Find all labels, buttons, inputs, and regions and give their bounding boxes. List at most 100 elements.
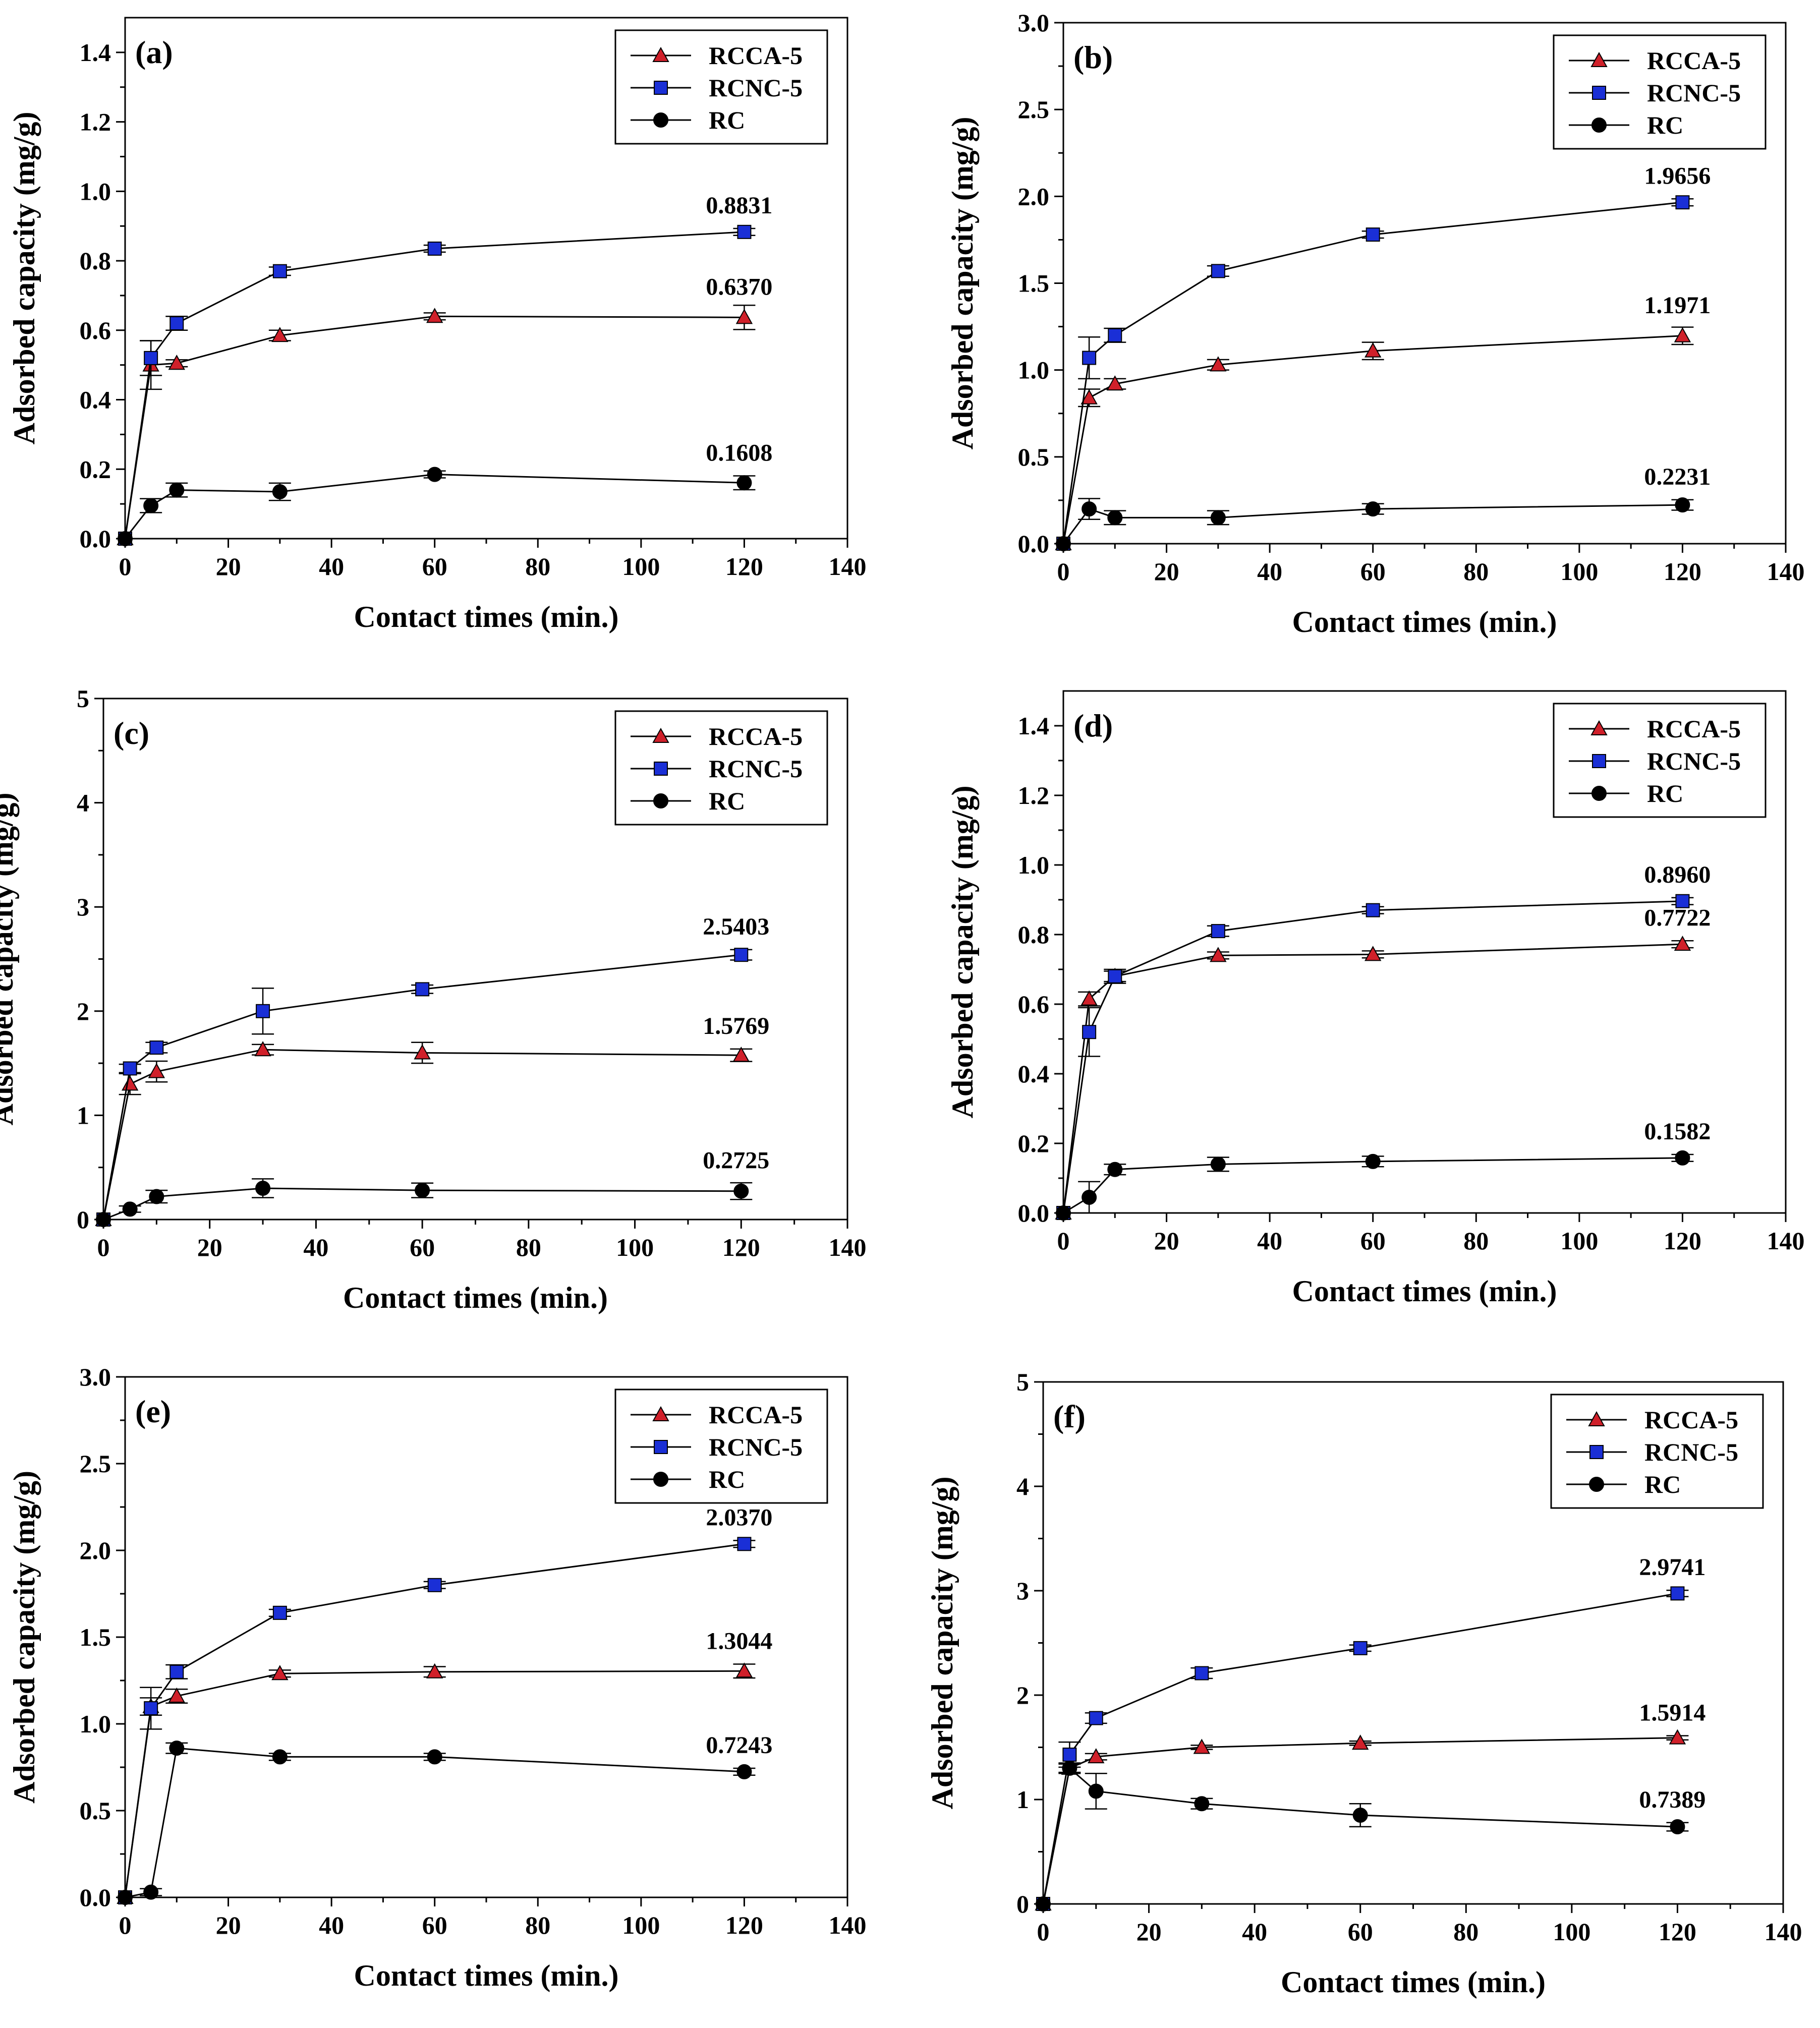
data-point <box>1675 894 1690 908</box>
series-line <box>1062 900 1683 1213</box>
x-tick-label: 120 <box>725 552 763 581</box>
y-tick-label: 1 <box>77 1101 89 1129</box>
data-point <box>427 241 442 256</box>
chart-panel-e: 0 20 40 60 80 100 120 140 0.0 0.5 1.0 1.5 2.0 2.5 3.0 C… <box>8 1363 867 1992</box>
legend-label: RCCA-5 <box>709 722 803 750</box>
data-point <box>1082 351 1097 365</box>
legend-marker <box>653 1472 668 1487</box>
legend-label: RCNC-5 <box>709 755 803 783</box>
chart-panel-c: 0 20 40 60 80 100 120 140 0 1 2 3 4 5 Contact times (m… <box>0 684 867 1314</box>
x-tick-label: 20 <box>216 552 241 581</box>
x-tick-label: 40 <box>319 1911 344 1939</box>
x-tick-label: 40 <box>1257 557 1282 586</box>
legend-label: RCCA-5 <box>1647 46 1741 75</box>
data-point <box>1366 903 1380 917</box>
legend: RCCA-5 RCNC-5 RC <box>614 1388 828 1504</box>
x-tick-label: 60 <box>422 1911 447 1939</box>
x-tick-label: 120 <box>1664 1227 1701 1255</box>
data-point <box>427 467 442 482</box>
series-rcca-5: 1.5914 <box>1035 1699 1705 1910</box>
y-tick-label: 0.6 <box>1018 990 1050 1018</box>
x-axis-label: Contact times (min.) <box>354 1959 619 1992</box>
data-point <box>1080 389 1098 404</box>
y-tick-label: 1.2 <box>80 108 111 136</box>
data-point <box>255 1181 271 1196</box>
data-label: 2.0370 <box>706 1504 772 1531</box>
series-rc: 0.7389 <box>1036 1760 1705 1911</box>
legend-marker <box>1592 754 1606 768</box>
data-label: 2.5403 <box>703 913 769 940</box>
y-tick-label: 2.0 <box>1018 182 1050 210</box>
y-tick-label: 0.4 <box>80 386 111 414</box>
series-line <box>102 954 742 1220</box>
y-tick-label: 1 <box>1016 1785 1029 1814</box>
data-point <box>143 1884 159 1900</box>
data-point <box>1364 946 1382 961</box>
legend-label: RC <box>709 787 745 815</box>
panel-label: (a) <box>135 34 173 70</box>
y-tick-label: 5 <box>1016 1368 1029 1396</box>
data-point <box>148 1063 165 1078</box>
x-tick-label: 40 <box>319 552 344 581</box>
y-tick-label: 1.0 <box>80 177 111 205</box>
legend-label: RCCA-5 <box>709 41 803 70</box>
legend-label: RC <box>709 106 745 134</box>
x-tick-label: 80 <box>1463 557 1489 586</box>
y-tick-label: 4 <box>1016 1472 1029 1500</box>
data-point <box>1365 501 1381 517</box>
data-point <box>144 1701 158 1716</box>
y-tick-label: 1.5 <box>80 1623 111 1651</box>
legend-marker <box>1592 86 1606 100</box>
data-point <box>1107 1162 1123 1177</box>
data-point <box>1088 1748 1105 1764</box>
data-point <box>734 948 749 962</box>
legend-label: RCNC-5 <box>709 1433 803 1461</box>
data-point <box>256 1004 270 1018</box>
data-point <box>1670 1819 1685 1835</box>
y-tick-label: 0.6 <box>80 316 111 344</box>
series-line <box>1062 335 1683 544</box>
data-point <box>426 1663 443 1678</box>
series-line <box>1042 1767 1678 1904</box>
legend: RCCA-5 RCNC-5 RC <box>614 710 828 826</box>
legend-label: RCNC-5 <box>1647 747 1741 775</box>
series-rcca-5: 0.6370 <box>117 273 772 545</box>
data-point <box>1193 1739 1211 1754</box>
x-tick-label: 0 <box>1037 1918 1050 1946</box>
series-rcnc-5: 2.0370 <box>118 1504 772 1904</box>
x-tick-label: 0 <box>1057 557 1070 586</box>
x-tick-label: 100 <box>1560 557 1598 586</box>
y-axis-label: Adsorbed capacity (mg/g) <box>946 786 979 1119</box>
data-point <box>272 264 287 278</box>
y-tick-label: 2.5 <box>80 1450 111 1478</box>
data-label: 0.7722 <box>1644 904 1711 931</box>
series-rc: 0.2725 <box>96 1147 769 1227</box>
data-label: 0.8960 <box>1644 861 1711 888</box>
y-tick-label: 1.4 <box>80 38 111 67</box>
series-rc: 0.1582 <box>1056 1118 1711 1221</box>
legend-marker <box>652 46 669 62</box>
data-point <box>1107 510 1123 526</box>
data-point <box>149 1189 164 1204</box>
chart-panel-a: 0 20 40 60 80 100 120 140 0.0 0.2 0.4 0.6 0.8 1.0 1.2 1… <box>8 17 867 633</box>
data-point <box>1089 1711 1103 1725</box>
y-axis-label: Adsorbed capacity (mg/g) <box>8 112 41 445</box>
data-point <box>1062 1747 1077 1762</box>
data-point <box>1675 195 1690 210</box>
data-label: 1.3044 <box>706 1628 772 1655</box>
y-tick-label: 5 <box>77 684 89 713</box>
data-point <box>736 1764 752 1779</box>
y-tick-label: 0.0 <box>1018 530 1050 558</box>
series-rcnc-5: 0.8831 <box>118 192 772 546</box>
x-tick-label: 60 <box>1360 1227 1386 1255</box>
data-point <box>1210 947 1227 962</box>
y-tick-label: 1.0 <box>1018 356 1050 384</box>
y-tick-label: 0.0 <box>80 1883 111 1911</box>
x-axis-label: Contact times (min.) <box>1292 1274 1557 1308</box>
x-tick-label: 20 <box>197 1233 222 1261</box>
x-tick-label: 60 <box>410 1233 435 1261</box>
data-point <box>272 1749 288 1765</box>
data-point <box>118 1890 133 1905</box>
data-point <box>1353 1641 1368 1655</box>
data-point <box>415 1183 430 1198</box>
